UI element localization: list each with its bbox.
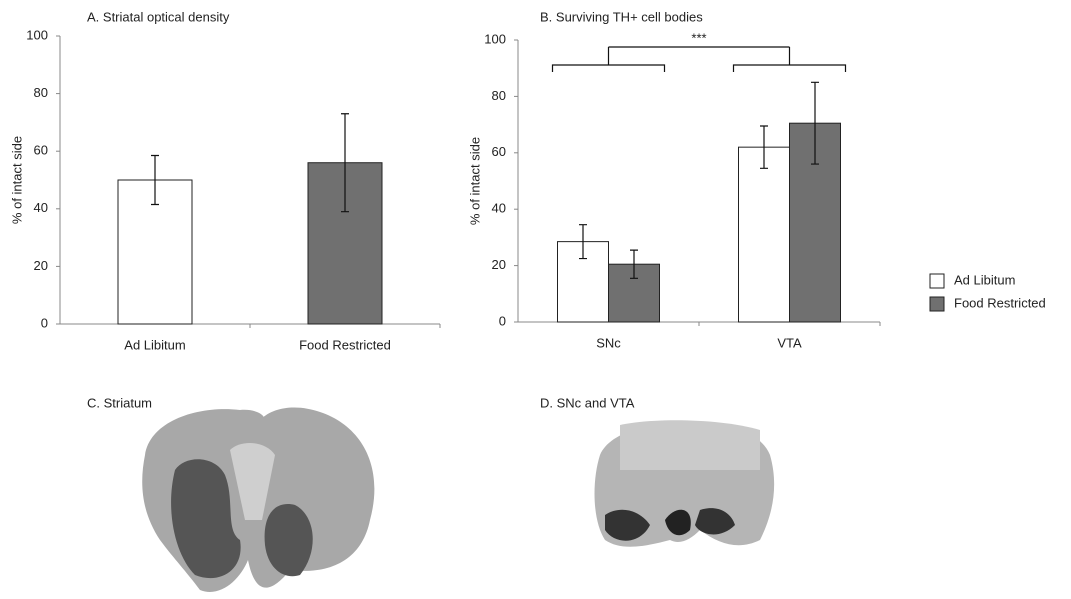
x-tick-label: SNc	[596, 335, 621, 350]
y-tick-label: 20	[492, 257, 506, 272]
legend-swatch	[929, 296, 945, 312]
legend-swatch	[929, 273, 945, 289]
significance-bracket	[732, 47, 847, 72]
y-tick-label: 80	[34, 85, 48, 100]
y-tick-label: 60	[34, 143, 48, 158]
y-tick-label: 40	[492, 201, 506, 216]
y-axis-label: % of intact side	[9, 136, 24, 224]
y-tick-label: 20	[34, 258, 48, 273]
error-bar	[579, 224, 587, 260]
y-tick-label: 60	[492, 144, 506, 159]
y-tick-label: 40	[34, 200, 48, 215]
error-bar	[341, 113, 349, 213]
legend-label: Ad Libitum	[954, 272, 1015, 287]
error-bar	[811, 81, 819, 165]
y-tick-label: 0	[41, 315, 48, 330]
significance-bracket	[551, 47, 666, 72]
midbrain-image	[594, 420, 775, 547]
y-axis-label: % of intact side	[467, 137, 482, 225]
error-bar	[630, 249, 638, 279]
bar	[557, 241, 609, 323]
x-tick-label: Food Restricted	[299, 337, 391, 352]
chart-title: B. Surviving TH+ cell bodies	[540, 9, 703, 24]
y-tick-label: 100	[26, 27, 48, 42]
y-tick-label: 100	[484, 31, 506, 46]
y-tick-label: 0	[499, 313, 506, 328]
image-title: D. SNc and VTA	[540, 395, 635, 410]
error-bar	[151, 154, 159, 206]
striatum-image	[142, 407, 375, 592]
y-tick-label: 80	[492, 88, 506, 103]
x-tick-label: VTA	[777, 335, 802, 350]
image-title: C. Striatum	[87, 395, 152, 410]
chart-title: A. Striatal optical density	[87, 9, 230, 24]
legend-label: Food Restricted	[954, 295, 1046, 310]
error-bar	[760, 125, 768, 169]
x-tick-label: Ad Libitum	[124, 337, 185, 352]
annotation: ***	[691, 30, 706, 45]
bar	[738, 146, 790, 323]
